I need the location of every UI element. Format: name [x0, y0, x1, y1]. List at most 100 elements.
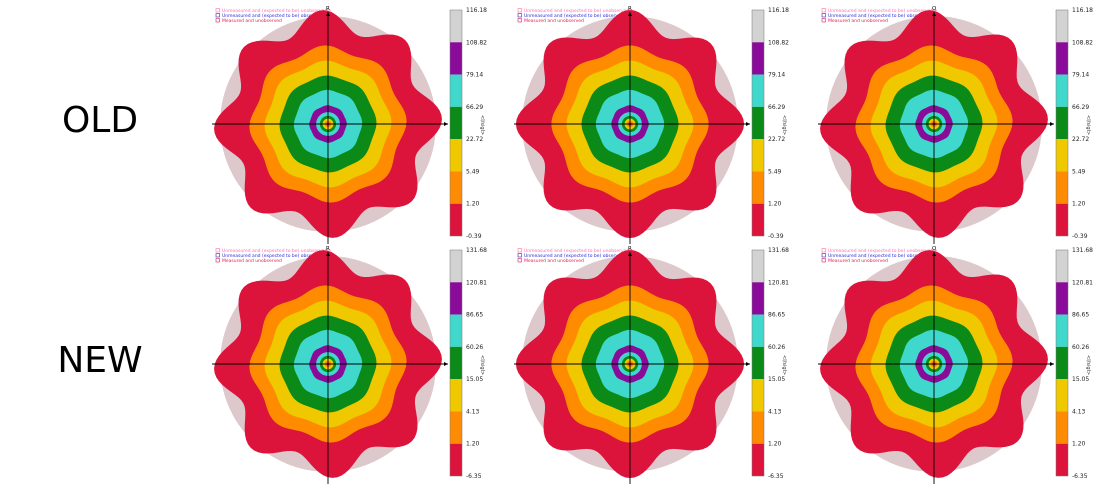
- colorbar-tick-label: 4.13: [466, 408, 480, 415]
- legend-swatch: [517, 8, 522, 13]
- plot-new-1: Unmeasured and (expected to be) unobserv…: [208, 242, 487, 484]
- colorbar-segment: [1056, 411, 1068, 444]
- colorbar-tick-label: 5.49: [768, 168, 782, 175]
- legend-swatch: [517, 253, 522, 258]
- h-axis-arrow: [746, 362, 750, 366]
- colorbar-tick-label: 22.72: [1072, 136, 1089, 143]
- colorbar-tick-label: 131.68: [768, 247, 789, 254]
- plot-old-2: Unmeasured and (expected to be) unobserv…: [510, 2, 789, 244]
- colorbar-segment: [1056, 171, 1068, 204]
- colorbar-tick-label: 15.05: [768, 376, 785, 383]
- colorbar-tick-label: -0.39: [1072, 233, 1088, 240]
- v-axis-arrow: [326, 12, 330, 16]
- colorbar-tick-label: -6.35: [466, 473, 482, 480]
- colorbar-tick-label: 79.14: [466, 72, 483, 79]
- colorbar-segment: [752, 203, 764, 236]
- legend-entry: Unmeasured and (expected to be) observab…: [222, 13, 326, 19]
- legend-entry: Unmeasured and (expected to be) unobserv…: [524, 248, 634, 254]
- colorbar-tick-label: 108.82: [768, 39, 789, 46]
- legend-entry: Unmeasured and (expected to be) observab…: [524, 253, 628, 259]
- colorbar-tick-label: 1.20: [768, 441, 782, 448]
- colorbar-tick-label: 22.72: [466, 136, 483, 143]
- colorbar-segment: [450, 10, 462, 43]
- colorbar-segment: [1056, 10, 1068, 43]
- colorbar-tick-label: 4.13: [1072, 408, 1086, 415]
- v-axis-label: Q: [932, 246, 937, 252]
- colorbar-segment: [1056, 74, 1068, 107]
- legend-entry: Measured and unobserved: [222, 18, 282, 24]
- colorbar-tick-label: 116.18: [1072, 7, 1093, 14]
- legend-entry: Unmeasured and (expected to be) unobserv…: [828, 8, 938, 14]
- legend-swatch: [215, 8, 220, 13]
- colorbar-tick-label: 15.05: [466, 376, 483, 383]
- legend-entry: Unmeasured and (expected to be) observab…: [828, 13, 932, 19]
- legend-swatch: [821, 18, 826, 23]
- colorbar-tick-label: 116.18: [466, 7, 487, 14]
- colorbar-segment: [752, 106, 764, 140]
- colorbar-segment: [1056, 282, 1068, 315]
- v-axis-arrow: [932, 252, 936, 256]
- colorbar-tick-label: 1.20: [466, 201, 480, 208]
- colorbar-frame: [751, 9, 765, 237]
- colorbar-segment: [1056, 314, 1068, 347]
- v-axis-label: R: [326, 246, 330, 252]
- legend-swatch: [215, 258, 220, 263]
- colorbar-segment: [450, 203, 462, 236]
- legend-swatch: [215, 13, 220, 18]
- colorbar-frame: [449, 9, 463, 237]
- row-label-new: NEW: [57, 340, 143, 381]
- colorbar-tick-label: 79.14: [768, 72, 785, 79]
- colorbar-tick-label: 60.26: [768, 344, 785, 351]
- colorbar-segment: [1056, 106, 1068, 140]
- plot-old-1: Unmeasured and (expected to be) unobserv…: [208, 2, 487, 244]
- colorbar-frame: [1055, 9, 1069, 237]
- row-label-old: OLD: [61, 100, 139, 141]
- legend-swatch: [517, 13, 522, 18]
- colorbar-tick-label: 86.65: [466, 312, 483, 319]
- colorbar-tick-label: 1.20: [466, 441, 480, 448]
- legend-entry: Unmeasured and (expected to be) observab…: [828, 253, 932, 259]
- legend-swatch: [517, 258, 522, 263]
- colorbar-segment: [752, 314, 764, 347]
- legend-entry: Measured and unobserved: [828, 258, 888, 264]
- h-axis-arrow: [444, 362, 448, 366]
- colorbar-segment: [1056, 379, 1068, 412]
- colorbar-tick-label: -6.35: [768, 473, 784, 480]
- colorbar-segment: [752, 379, 764, 412]
- colorbar-segment: [752, 42, 764, 75]
- colorbar-segment: [450, 443, 462, 476]
- v-axis-label: R: [326, 6, 330, 12]
- v-axis-label: R: [628, 6, 632, 12]
- h-axis-arrow: [1050, 122, 1054, 126]
- legend-swatch: [821, 253, 826, 258]
- colorbar-segment: [752, 250, 764, 283]
- heatmap-svg: Unmeasured and (expected to be) unobserv…: [514, 6, 789, 244]
- legend-swatch: [821, 248, 826, 253]
- colorbar-side-label: <I/sigI>: [479, 115, 485, 135]
- v-axis-arrow: [932, 12, 936, 16]
- plot-old-3: Unmeasured and (expected to be) unobserv…: [814, 2, 1093, 244]
- heatmap-svg: Unmeasured and (expected to be) unobserv…: [212, 246, 487, 484]
- colorbar-segment: [752, 74, 764, 107]
- colorbar-segment: [450, 250, 462, 283]
- colorbar-segment: [450, 346, 462, 380]
- legend-entry: Unmeasured and (expected to be) observab…: [222, 253, 326, 259]
- v-axis-label: R: [628, 246, 632, 252]
- colorbar-segment: [752, 443, 764, 476]
- plot-new-3: Unmeasured and (expected to be) unobserv…: [814, 242, 1093, 484]
- colorbar-tick-label: 66.29: [466, 104, 483, 111]
- colorbar-tick-label: 22.72: [768, 136, 785, 143]
- colorbar-segment: [1056, 139, 1068, 172]
- legend-swatch: [821, 13, 826, 18]
- colorbar-segment: [450, 379, 462, 412]
- colorbar-tick-label: 131.68: [1072, 247, 1093, 254]
- colorbar-segment: [752, 139, 764, 172]
- colorbar-frame: [1055, 249, 1069, 477]
- legend-entry: Unmeasured and (expected to be) unobserv…: [524, 8, 634, 14]
- legend-swatch: [215, 18, 220, 23]
- colorbar-tick-label: -6.35: [1072, 473, 1088, 480]
- colorbar-segment: [1056, 443, 1068, 476]
- colorbar-side-label: <I/sigI>: [1085, 355, 1091, 375]
- colorbar-tick-label: 131.68: [466, 247, 487, 254]
- colorbar-segment: [450, 74, 462, 107]
